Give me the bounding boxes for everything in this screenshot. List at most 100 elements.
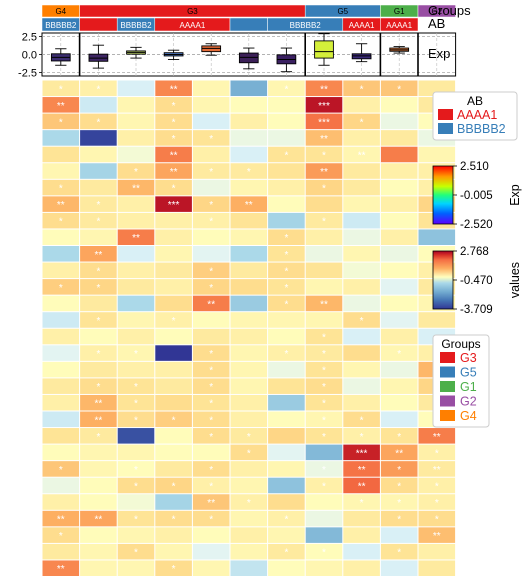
heatmap-cell [230,295,268,312]
heatmap-significance-mark: * [209,399,213,410]
heatmap-cell [192,328,230,345]
track-ab-segment [229,17,268,32]
heatmap-significance-mark: ** [320,84,328,95]
heatmap-cell [343,262,380,279]
heatmap-cell [305,279,343,295]
heatmap-cell [268,444,305,461]
heatmap-cell [268,428,305,444]
groups-legend-swatch [440,352,455,363]
heatmap-cell [230,477,268,494]
heatmap-cell [155,295,192,312]
heatmap-significance-mark: * [247,498,251,509]
heatmap-cell [155,163,192,179]
heatmap-significance-mark: * [96,84,100,95]
heatmap-cell [155,196,192,212]
boxplot-box [238,47,259,70]
heatmap-significance-mark: * [322,548,326,559]
heatmap-significance-mark: * [134,382,138,393]
heatmap-significance-mark: ** [57,200,65,211]
heatmap-cell [305,527,343,543]
heatmap-cell [268,229,305,245]
heatmap-cell [80,345,117,361]
heatmap-cell [117,461,155,477]
track-label-groups: Groups [428,3,471,18]
heatmap-cell [42,146,80,163]
boxplot-ytick-label: -2.5 [18,67,37,79]
heatmap-significance-mark: * [209,283,213,294]
heatmap-cell [305,295,343,312]
heatmap-cell [230,560,268,576]
heatmap-cell [80,328,117,345]
heatmap-cell [305,461,343,477]
heatmap-significance-mark: *** [168,200,180,211]
exp-colorbar-title: Exp [508,184,522,206]
heatmap-cell [192,560,230,576]
heatmap-cell [380,179,418,196]
heatmap-significance-mark: ** [358,150,366,161]
heatmap-cell [268,246,305,262]
heatmap-significance-mark: * [59,184,63,195]
heatmap-cell [80,262,117,279]
heatmap-cell [155,97,192,113]
heatmap-cell [117,113,155,130]
heatmap-cell [80,527,117,543]
heatmap-cell [343,130,380,146]
track-label-ab: AB [428,16,445,31]
heatmap-significance-mark: * [322,217,326,228]
heatmap-significance-mark: * [172,117,176,128]
heatmap-cell [42,411,80,428]
heatmap-significance-mark: ** [170,84,178,95]
heatmap-cell [192,428,230,444]
colorbar-tick-label: 2.510 [460,161,489,173]
heatmap-significance-mark: * [59,465,63,476]
heatmap-cell [268,411,305,428]
heatmap-cell [155,279,192,295]
heatmap-cell [230,229,268,245]
heatmap-cell [230,130,268,146]
boxplot-ytick-label: 0.0 [22,50,37,62]
heatmap-significance-mark: * [209,515,213,526]
heatmap-cell [155,394,192,411]
heatmap-cell [343,394,380,411]
ab-legend-swatch [438,109,453,120]
heatmap-cell [155,361,192,378]
heatmap-significance-mark: ** [358,465,366,476]
heatmap-cell [305,328,343,345]
heatmap-significance-mark: * [284,266,288,277]
heatmap-cell [380,279,418,295]
track-segment-label: AAAA1 [386,21,412,30]
heatmap-significance-mark: * [134,349,138,360]
heatmap-cell [305,543,343,560]
heatmap-cell [305,229,343,245]
heatmap-cell [42,130,80,146]
heatmap-cell [343,378,380,394]
heatmap-significance-mark: * [59,117,63,128]
heatmap-cell [230,312,268,328]
heatmap-significance-mark: * [134,481,138,492]
heatmap-cell [343,494,380,510]
heatmap-significance-mark: * [284,283,288,294]
heatmap-significance-mark: * [322,366,326,377]
heatmap-cell [230,394,268,411]
heatmap-cell [192,543,230,560]
heatmap-significance-mark: * [209,432,213,443]
heatmap-cell [268,279,305,295]
heatmap-cell [117,527,155,543]
heatmap-cell [305,146,343,163]
heatmap-cell [80,411,117,428]
heatmap-cell [230,97,268,113]
heatmap-cell [80,196,117,212]
heatmap-cell [192,113,230,130]
track-segment-label: G3 [187,7,198,16]
heatmap-cell [418,527,456,543]
heatmap-cell [117,444,155,461]
heatmap-significance-mark: ** [132,184,140,195]
heatmap-cell [230,444,268,461]
heatmap-significance-mark: * [322,150,326,161]
heatmap-cell [117,428,155,444]
heatmap-cell [305,510,343,527]
heatmap-cell [268,378,305,394]
heatmap-cell [230,378,268,394]
heatmap-cell [80,279,117,295]
